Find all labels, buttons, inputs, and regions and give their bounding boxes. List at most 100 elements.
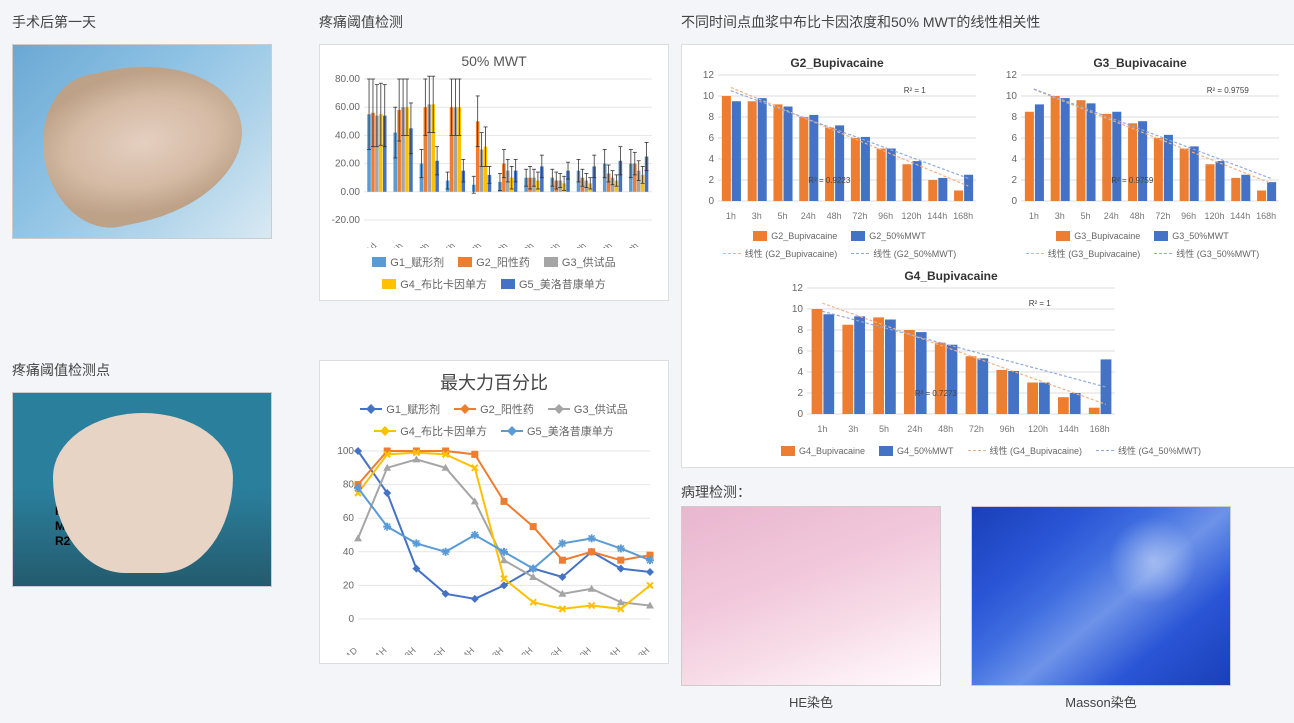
svg-text:24h: 24h [801,211,816,221]
svg-text:120H: 120H [571,645,593,655]
svg-text:3h: 3h [1055,211,1065,221]
svg-text:10: 10 [1006,91,1018,102]
svg-text:5h: 5h [777,211,787,221]
chart-corr-g3: 024681012G3_Bupivacaine1h3h5h24h48h72h96… [995,55,1290,260]
pathology-he: HE染色 [681,506,941,711]
panel-max-force: 最大力百分比 G1_赋形剂G2_阳性药G3_供试品G4_布比卡因单方G5_美洛昔… [319,360,669,711]
svg-text:80.00: 80.00 [335,74,360,85]
svg-text:24h: 24h [1104,211,1119,221]
svg-text:8: 8 [797,325,803,336]
svg-text:8: 8 [708,112,714,123]
panel-threshold-points: 疼痛阈值检测点 Spine line 3cm H3 M1 R2 [12,360,307,711]
svg-text:144h: 144h [1059,424,1079,434]
chart-max-force: 最大力百分比 G1_赋形剂G2_阳性药G3_供试品G4_布比卡因单方G5_美洛昔… [319,360,669,664]
title-correlation: 不同时间点血浆中布比卡因浓度和50% MWT的线性相关性 [681,12,1294,32]
photo-he-stain [681,506,941,686]
panel-pathology: 病理检测： HE染色 Masson染色 [681,482,1294,711]
panel-postop-day1: 手术后第一天 [12,12,307,348]
pathology-masson: Masson染色 [971,506,1231,711]
label-he: HE染色 [681,692,941,711]
svg-text:60: 60 [343,513,355,524]
svg-text:1h: 1h [726,211,736,221]
chart-max-force-legend: G1_赋形剂G2_阳性药G3_供试品G4_布比卡因单方G5_美洛昔康单方 [328,401,660,439]
svg-text:96h: 96h [1000,424,1015,434]
svg-text:96H: 96H [545,645,564,655]
svg-text:96h: 96h [1181,211,1196,221]
svg-text:80: 80 [343,480,355,491]
svg-text:144H: 144H [600,645,622,655]
svg-text:72h: 72h [1155,211,1170,221]
svg-text:168H: 168H [629,645,651,655]
svg-text:48h: 48h [938,424,953,434]
svg-text:6: 6 [1011,133,1017,144]
chart-max-force-title: 最大力百分比 [328,369,660,395]
svg-text:72h: 72h [969,424,984,434]
svg-text:术前1D: 术前1D [331,644,360,655]
title-mwt: 疼痛阈值检测 [319,12,669,32]
svg-text:120h: 120h [568,241,589,248]
svg-text:4: 4 [797,367,803,378]
svg-text:120h: 120h [1028,424,1048,434]
panel-correlation: 不同时间点血浆中布比卡因浓度和50% MWT的线性相关性 0 2 4 6 8 10 12 G2… [681,12,1294,468]
chart-mwt-title: 50% MWT [328,53,660,69]
photo-pig-points: Spine line 3cm H3 M1 R2 [12,392,272,587]
svg-text:-20.00: -20.00 [332,215,361,226]
chart-correlation-box: 024681012G2_Bupivacaine1h3h5h24h48h72h96… [681,44,1294,468]
svg-text:H3: H3 [55,504,71,518]
svg-text:0: 0 [1011,196,1017,207]
title-postop-day1: 手术后第一天 [12,12,307,32]
svg-text:6: 6 [708,133,714,144]
chart-corr-g3-svg: 024681012G3_Bupivacaine1h3h5h24h48h72h96… [995,55,1285,225]
svg-text:40: 40 [343,547,355,558]
label-masson: Masson染色 [971,692,1231,711]
svg-text:12: 12 [792,283,804,294]
svg-text:60.00: 60.00 [335,102,360,113]
svg-text:144h: 144h [927,211,947,221]
svg-text:120h: 120h [901,211,921,221]
svg-text:3h: 3h [417,241,431,248]
svg-text:术前1d: 术前1d [352,240,378,248]
svg-text:2: 2 [797,388,803,399]
svg-text:20.00: 20.00 [335,159,360,170]
svg-text:20: 20 [343,580,355,591]
chart-corr-g2-legend: G2_BupivacaineG2_50%MWT线性 (G2_Bupivacain… [692,231,987,260]
chart-mwt-legend: G1_赋形剂G2_阳性药G3_供试品G4_布比卡因单方G5_美洛昔康单方 [328,254,660,292]
svg-text:3H: 3H [403,645,418,655]
svg-text:1h: 1h [1029,211,1039,221]
svg-text:48H: 48H [487,645,506,655]
svg-text:3h: 3h [752,211,762,221]
svg-text:Spine line: Spine line [139,449,150,493]
svg-text:0.00: 0.00 [341,187,361,198]
svg-text:72h: 72h [518,241,535,248]
svg-text:1h: 1h [817,424,827,434]
chart-mwt-svg: -20.000.0020.0040.0060.0080.00术前1d1h3h5h… [328,73,658,248]
svg-text:2: 2 [708,175,714,186]
svg-text:0: 0 [797,409,803,420]
svg-text:96h: 96h [878,211,893,221]
svg-text:2: 2 [1011,175,1017,186]
svg-text:R² = 1: R² = 1 [1029,299,1052,308]
photo-pig-points-overlay: Spine line 3cm H3 M1 R2 [13,393,272,587]
svg-text:5h: 5h [879,424,889,434]
svg-text:8: 8 [1011,112,1017,123]
photo-masson-stain [971,506,1231,686]
svg-text:4: 4 [708,154,714,165]
svg-text:R² = 0.9759: R² = 0.9759 [1111,176,1154,185]
svg-text:10: 10 [703,91,715,102]
svg-text:5h: 5h [443,241,457,248]
svg-text:R² = 0.9223: R² = 0.9223 [808,176,851,185]
svg-text:120h: 120h [1204,211,1224,221]
svg-text:4: 4 [1011,154,1017,165]
svg-text:168h: 168h [953,211,973,221]
svg-text:10: 10 [792,304,804,315]
chart-corr-g4: 024681012G4_Bupivacaine1h3h5h24h48h72h96… [781,268,1201,457]
svg-text:168h: 168h [1256,211,1276,221]
svg-text:168h: 168h [620,241,641,248]
svg-text:R² = 0.7273: R² = 0.7273 [915,389,958,398]
svg-text:48h: 48h [492,241,509,248]
chart-max-force-svg: 020406080100术前1D1H3H5H24H48H72H96H120H14… [328,445,658,655]
svg-text:0: 0 [708,196,714,207]
svg-text:0: 0 [348,614,354,625]
svg-text:24h: 24h [907,424,922,434]
pathology-row: HE染色 Masson染色 [681,506,1294,711]
